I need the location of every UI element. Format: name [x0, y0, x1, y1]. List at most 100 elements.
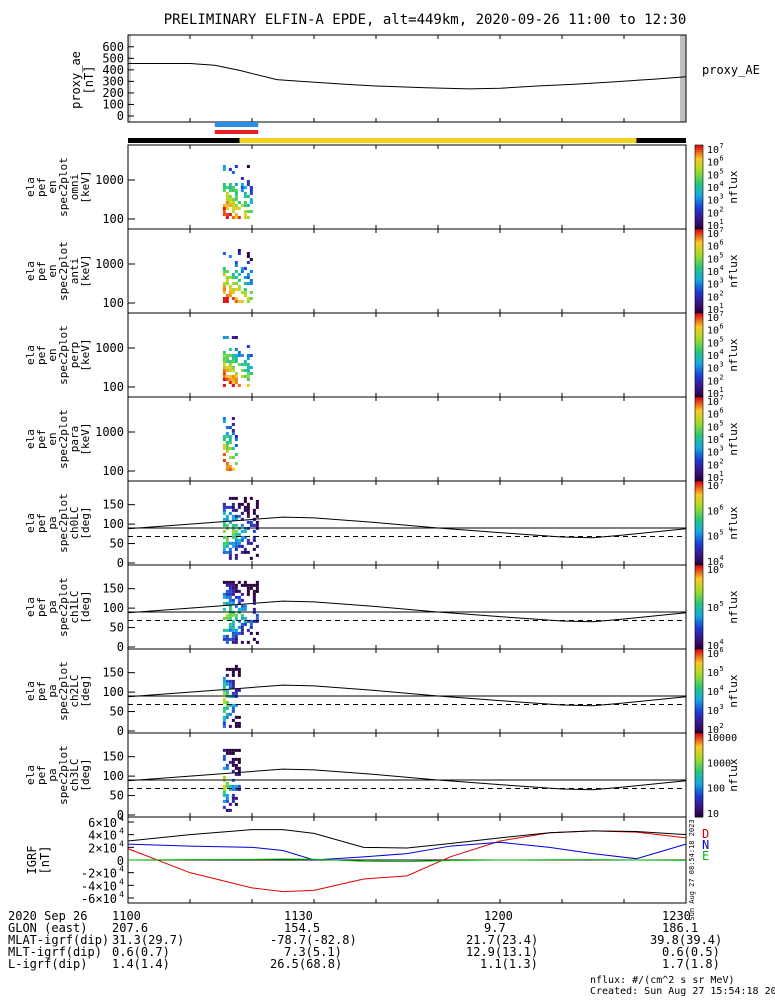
spectrogram-pixel	[237, 273, 241, 276]
colorbar-segment	[695, 313, 703, 316]
spectrogram-pixel	[252, 523, 256, 527]
spectrogram-pixel	[246, 345, 250, 348]
spectrogram-pixel	[237, 670, 241, 674]
spectrogram-pixel	[234, 553, 238, 557]
spectrogram-pixel	[234, 204, 238, 207]
spectrogram-pixel	[222, 375, 226, 378]
spectrogram-pixel	[222, 270, 226, 273]
spectrogram-pixel	[228, 724, 232, 728]
spectrogram-pixel	[222, 360, 226, 363]
spectrogram-pixel	[231, 375, 235, 378]
colorbar-segment	[695, 697, 703, 700]
spectrogram-pixel	[234, 372, 238, 375]
panel-frame	[127, 480, 687, 566]
spectrogram-pixel	[246, 183, 250, 186]
spectrogram-pixel	[237, 300, 241, 303]
spectrogram-pixel	[231, 291, 235, 294]
colorbar-segment	[695, 176, 703, 180]
spectrogram-pixel	[231, 517, 235, 521]
colorbar-segment	[695, 548, 703, 551]
spectrogram-pixel	[222, 700, 226, 704]
spectrogram-pixel	[231, 204, 235, 207]
colorbar-segment	[695, 665, 703, 669]
colorbar-tick-label: 10	[707, 229, 719, 240]
spectrogram-pixel	[237, 541, 241, 545]
colorbar-segment	[695, 464, 703, 467]
colorbar-segment	[695, 502, 703, 505]
spectrogram-pixel	[246, 276, 250, 279]
colorbar-segment	[695, 623, 703, 627]
colorbar-segment	[695, 376, 703, 379]
spectrogram-pixel	[222, 523, 226, 527]
colorbar-tick-label: 10	[707, 280, 719, 291]
spectrogram-pixel	[222, 715, 226, 719]
spectrogram-pixel	[222, 252, 226, 255]
spectrogram-pixel	[225, 673, 229, 677]
spectrogram-pixel	[252, 637, 256, 641]
colorbar-tick-exponent: 6	[719, 407, 723, 415]
colorbar-segment	[695, 684, 703, 688]
y-axis-label: spec2plot	[57, 577, 70, 637]
y-tick-label: 150	[102, 750, 124, 764]
spectrogram-pixel	[231, 673, 235, 677]
spectrogram-pixel	[234, 288, 238, 291]
spectrogram-pixel	[234, 583, 238, 587]
spectrogram-pixel	[222, 300, 226, 303]
colorbar-segment	[695, 239, 703, 243]
spectrogram-pixel	[231, 796, 235, 800]
spectrogram-pixel	[243, 580, 247, 584]
spectrogram-pixel	[240, 616, 244, 620]
footer-value: 21.7(23.4)	[466, 933, 539, 947]
figure-title: PRELIMINARY ELFIN-A EPDE, alt=449km, 202…	[164, 12, 687, 28]
colorbar-segment	[695, 436, 703, 440]
spectrogram-pixel	[231, 369, 235, 372]
spectrogram-pixel	[228, 703, 232, 707]
spectrogram-pixel	[228, 607, 232, 611]
spectrogram-pixel	[249, 270, 253, 273]
colorbar-segment	[695, 352, 703, 356]
spectrogram-pixel	[231, 171, 235, 174]
spectrogram-pixel	[222, 637, 226, 641]
spectrogram-pixel	[231, 757, 235, 761]
colorbar-segment	[695, 787, 703, 791]
spectrogram-pixel	[240, 529, 244, 533]
colorbar-segment	[695, 512, 703, 516]
spectrogram-pixel	[249, 496, 253, 500]
colorbar-segment	[695, 298, 703, 301]
y-tick-label: 100	[102, 212, 124, 226]
colorbar-tick-label: 10	[707, 557, 719, 568]
colorbar-segment	[695, 447, 703, 450]
colorbar-segment	[695, 237, 703, 240]
colorbar-tick-exponent: 6	[719, 155, 723, 163]
spectrogram-pixel	[222, 336, 226, 339]
spectrogram-pixel	[222, 607, 226, 611]
timestamp-stamp: Sun Aug 27 08:54:18 2023	[688, 819, 696, 920]
colorbar-segment	[695, 468, 703, 471]
colorbar-segment	[695, 250, 703, 253]
spectrogram-pixel	[234, 631, 238, 635]
colorbar-segment	[695, 342, 703, 345]
colorbar-segment	[695, 216, 703, 219]
spectrogram-pixel	[222, 384, 226, 387]
spectrogram-pixel	[222, 790, 226, 794]
colorbar-segment	[695, 229, 703, 232]
spectrogram-pixel	[249, 366, 253, 369]
spectrogram-pixel	[249, 192, 253, 195]
spectrogram-pixel	[228, 784, 232, 788]
spectrogram-pixel	[222, 378, 226, 381]
colorbar-tick-label: 1000	[707, 758, 731, 769]
spectrogram-pixel	[240, 622, 244, 626]
y-axis-label: en	[46, 348, 59, 361]
colorbar-segment	[695, 583, 703, 587]
colorbar-segment	[695, 678, 703, 681]
colorbar-segment	[695, 598, 703, 602]
spectrogram-pixel	[228, 375, 232, 378]
spectrogram-pixel	[243, 369, 247, 372]
spectrogram-pixel	[228, 213, 232, 216]
spectrogram-pixel	[237, 601, 241, 605]
spectrogram-pixel	[237, 544, 241, 548]
spectrogram-pixel	[237, 532, 241, 536]
colorbar-segment	[695, 537, 703, 541]
